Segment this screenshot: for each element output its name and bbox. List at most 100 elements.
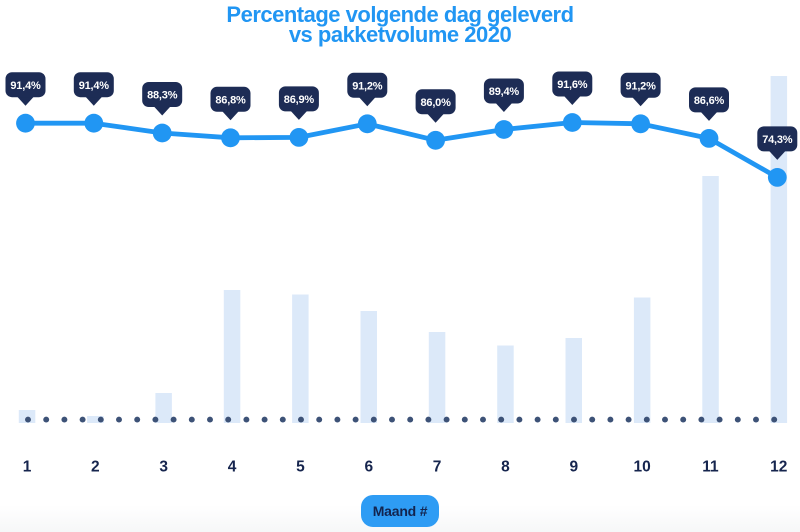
- baseline-dot: [134, 416, 141, 423]
- x-tick-label: 11: [702, 459, 719, 476]
- baseline-dot: [498, 416, 505, 423]
- tooltip-value-label: 91,2%: [352, 81, 383, 93]
- tooltip-pointer: [563, 95, 581, 105]
- volume-bar[interactable]: [87, 416, 104, 423]
- tooltip-pointer: [426, 113, 445, 123]
- baseline-dot: [352, 416, 359, 423]
- baseline-dot: [334, 416, 341, 423]
- tooltip-box: [757, 126, 798, 152]
- x-tick-label: 9: [569, 459, 578, 476]
- tooltip-value-label: 91,4%: [79, 80, 110, 92]
- baseline-dot: [407, 416, 414, 423]
- line-marker[interactable]: [16, 113, 35, 133]
- line-marker[interactable]: [426, 130, 445, 150]
- tooltip-pointer: [700, 111, 718, 121]
- volume-bar[interactable]: [565, 338, 583, 423]
- volume-bar[interactable]: [770, 76, 788, 423]
- tooltip-pointer: [358, 96, 376, 107]
- baseline-dot: [643, 416, 650, 423]
- tooltip-pointer: [16, 96, 35, 106]
- volume-bar[interactable]: [292, 294, 309, 424]
- chart-title-line1: Percentage volgende dag geleverd: [226, 2, 574, 27]
- baseline-dot: [207, 416, 213, 423]
- tooltip-pointer: [153, 106, 171, 116]
- tooltip-box: [73, 72, 114, 98]
- baseline-dot: [97, 416, 104, 423]
- baseline-dot: [316, 416, 323, 423]
- volume-bar[interactable]: [633, 297, 651, 424]
- line-marker[interactable]: [631, 114, 650, 134]
- tooltip-value-label: 86,6%: [694, 95, 725, 107]
- tooltip-box: [689, 87, 729, 113]
- line-marker[interactable]: [767, 168, 787, 187]
- tooltip-pointer: [290, 110, 308, 120]
- volume-bar[interactable]: [428, 332, 446, 423]
- x-tick-label: 4: [228, 459, 237, 476]
- baseline-dot: [170, 416, 177, 423]
- line-marker[interactable]: [289, 127, 309, 147]
- tooltip-pointer: [85, 96, 103, 106]
- x-axis-title: Maand #: [372, 503, 428, 519]
- x-tick-label: 7: [433, 459, 442, 476]
- baseline-dot: [25, 416, 31, 423]
- volume-bar[interactable]: [223, 290, 241, 423]
- x-tick-label: 6: [364, 459, 373, 476]
- x-tick-label: 5: [296, 459, 305, 476]
- baseline-dot: [79, 416, 86, 423]
- baseline-dot: [298, 416, 304, 423]
- tooltip-value-label: 88,3%: [147, 90, 178, 102]
- percentage-line: [23, 120, 780, 180]
- baseline-dot: [662, 416, 668, 423]
- baseline-dot: [152, 416, 159, 423]
- baseline-dot: [771, 416, 778, 423]
- tooltip-box: [210, 86, 251, 112]
- baseline-dot: [698, 416, 705, 423]
- tooltip-value-label: 86,8%: [215, 95, 246, 107]
- tooltip-box: [552, 71, 593, 97]
- baseline-dot: [443, 416, 450, 423]
- tooltip-pointer: [495, 102, 513, 112]
- line-marker[interactable]: [357, 114, 377, 134]
- tooltip-box: [620, 72, 661, 98]
- tooltip-value-label: 91,4%: [10, 80, 41, 92]
- baseline-dot: [680, 416, 687, 423]
- tooltip-box: [5, 72, 46, 98]
- line-marker[interactable]: [221, 128, 240, 148]
- line-marker[interactable]: [494, 120, 514, 139]
- x-tick-label: 12: [770, 459, 787, 476]
- tooltip-box: [415, 89, 456, 115]
- baseline-dot: [480, 416, 486, 423]
- volume-bar[interactable]: [360, 311, 378, 423]
- tooltip-pointer: [221, 110, 240, 121]
- tooltip-box: [347, 72, 388, 98]
- line-marker[interactable]: [562, 113, 582, 132]
- baseline-dot: [461, 416, 468, 423]
- tooltip-value-label: 91,2%: [625, 81, 656, 93]
- line-marker[interactable]: [84, 113, 104, 133]
- baseline-dot: [279, 416, 286, 423]
- baseline-dot: [389, 416, 395, 423]
- baseline-dot: [534, 416, 541, 423]
- baseline-dot: [188, 416, 195, 423]
- volume-bar[interactable]: [702, 176, 719, 423]
- tooltip-box: [483, 78, 524, 104]
- baseline-dot: [734, 416, 741, 423]
- tooltip-pointer: [768, 150, 786, 160]
- line-marker[interactable]: [152, 123, 172, 143]
- tooltip-value-label: 89,4%: [489, 86, 520, 98]
- volume-bar[interactable]: [18, 410, 36, 423]
- baseline-dot: [571, 416, 577, 423]
- baseline-dot: [716, 416, 723, 423]
- baseline-dot: [516, 416, 523, 423]
- baseline-dot: [261, 416, 268, 423]
- volume-bar[interactable]: [497, 345, 514, 424]
- x-tick-label: 8: [501, 459, 510, 476]
- baseline-dot: [607, 416, 614, 423]
- chart-title-line2: vs pakketvolume 2020: [288, 21, 512, 47]
- volume-bar[interactable]: [155, 393, 172, 423]
- line-marker[interactable]: [699, 129, 719, 148]
- tooltip-value-label: 86,9%: [284, 94, 315, 106]
- x-tick-label: 3: [159, 459, 168, 476]
